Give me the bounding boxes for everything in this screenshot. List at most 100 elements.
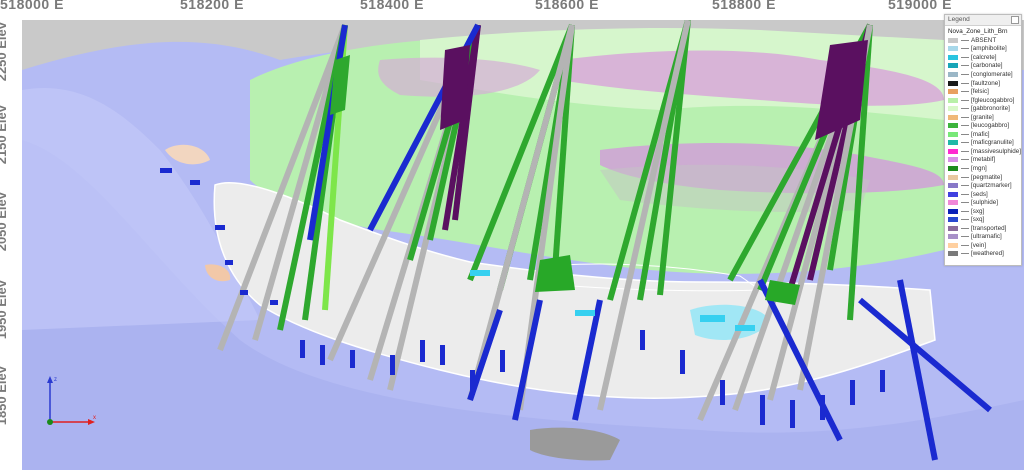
legend-item[interactable]: [seds] (945, 190, 1021, 199)
y-coord-label-2: 2050 Elev (0, 192, 9, 252)
cyan-intercepts (470, 270, 755, 331)
legend-swatch (948, 123, 958, 129)
legend-swatch (948, 63, 958, 69)
legend-swatch (948, 157, 958, 163)
legend-item-label: [carbonate] (971, 62, 1003, 70)
legend-line-icon (961, 99, 969, 101)
legend-swatch (948, 114, 958, 120)
legend-swatch (948, 46, 958, 52)
legend-line-icon (961, 82, 969, 84)
x-coord-label-0: 518000 E (0, 0, 64, 12)
legend-item[interactable]: [sxg] (945, 207, 1021, 216)
peach-patch-1 (165, 144, 210, 165)
legend-item-label: [transported] (971, 224, 1007, 232)
legend-line-icon (961, 133, 969, 135)
legend-swatch (948, 200, 958, 206)
legend-line-icon (961, 108, 969, 110)
legend-item[interactable]: [pegmatite] (945, 173, 1021, 182)
legend-item[interactable]: [conglomerate] (945, 70, 1021, 79)
legend-line-icon (961, 236, 969, 238)
legend-line-icon (961, 125, 969, 127)
legend-layer-name: Nova_Zone_Lith_Brn (948, 28, 1008, 35)
legend-swatch (948, 89, 958, 95)
legend-item-label: [calcrete] (971, 53, 997, 61)
legend-item[interactable]: [massivesulphide] (945, 147, 1021, 156)
legend-item-label: [sulphide] (971, 199, 998, 207)
legend-item-label: [amphibolite] (971, 45, 1007, 53)
legend-item[interactable]: [fgleucogabbro] (945, 96, 1021, 105)
legend-item[interactable]: [metabif] (945, 156, 1021, 165)
peach-patch-2 (205, 264, 231, 282)
lavender-unit-left (22, 88, 260, 330)
legend-line-icon (961, 244, 969, 246)
legend-line-icon (961, 39, 969, 41)
legend-item-label: [sxq] (971, 216, 985, 224)
legend-item[interactable]: [mgn] (945, 164, 1021, 173)
legend-line-icon (961, 48, 969, 50)
z-axis-label: z (54, 377, 57, 383)
legend-swatch (948, 71, 958, 77)
y-coord-label-3: 1950 Elev (0, 280, 9, 340)
drill-hole-tops (330, 40, 868, 305)
legend-swatch (948, 251, 958, 257)
legend-item[interactable]: [quartzmarker] (945, 181, 1021, 190)
legend-line-icon (961, 193, 969, 195)
legend-item[interactable]: [calcrete] (945, 53, 1021, 62)
legend-swatch (948, 208, 958, 214)
legend-swatch (948, 54, 958, 60)
legend-swatch (948, 183, 958, 189)
cyan-patch (690, 304, 770, 340)
legend-item[interactable]: [transported] (945, 224, 1021, 233)
y-coord-label-1: 2150 Elev (0, 105, 9, 165)
legend-item[interactable]: [carbonate] (945, 62, 1021, 71)
legend-swatch (948, 191, 958, 197)
legend-item-label: [vein] (971, 241, 987, 249)
legend-panel[interactable]: Legend Nova_Zone_Lith_Brn ABSENT [amphibo… (944, 14, 1022, 266)
legend-line-icon (961, 210, 969, 212)
legend-item-label: [seds] (971, 190, 988, 198)
legend-line-icon (961, 73, 969, 75)
legend-line-icon (961, 219, 969, 221)
legend-item[interactable]: [weathered] (945, 250, 1021, 259)
x-axis-label: x (93, 415, 96, 421)
legend-item[interactable]: [maficgranulite] (945, 139, 1021, 148)
legend-item[interactable]: [amphibolite] (945, 45, 1021, 54)
legend-line-icon (961, 176, 969, 178)
legend-swatch (948, 234, 958, 240)
legend-item-label: [sxg] (971, 207, 985, 215)
legend-item-label: [weathered] (971, 250, 1004, 258)
legend-line-icon (961, 65, 969, 67)
legend-line-icon (961, 185, 969, 187)
legend-item[interactable]: [granite] (945, 113, 1021, 122)
legend-line-icon (961, 56, 969, 58)
legend-item-label: [conglomerate] (971, 70, 1013, 78)
legend-item[interactable]: [mafic] (945, 130, 1021, 139)
blue-intercepts (160, 168, 885, 428)
axis-orientation-icon: z x (47, 376, 96, 425)
legend-item[interactable]: [felsic] (945, 87, 1021, 96)
legend-line-icon (961, 227, 969, 229)
legend-item[interactable]: [ultramafic] (945, 233, 1021, 242)
legend-item[interactable]: ABSENT (945, 36, 1021, 45)
legend-item[interactable]: [leucogabbro] (945, 121, 1021, 130)
legend-item-label: [pegmatite] (971, 173, 1003, 181)
legend-swatch (948, 37, 958, 43)
legend-swatch (948, 140, 958, 146)
legend-item[interactable]: [gabbronorite] (945, 104, 1021, 113)
legend-item[interactable]: [sxq] (945, 215, 1021, 224)
legend-item[interactable]: [faultzone] (945, 79, 1021, 88)
legend-line-icon (961, 150, 969, 152)
ore-body (214, 182, 936, 399)
legend-item[interactable]: [vein] (945, 241, 1021, 250)
legend-header[interactable]: Legend (945, 15, 1021, 26)
legend-line-icon (961, 91, 969, 93)
legend-swatch (948, 242, 958, 248)
legend-close-icon[interactable] (1011, 16, 1019, 24)
legend-item-label: [mgn] (971, 164, 987, 172)
legend-item-label: [metabif] (971, 156, 996, 164)
legend-item[interactable]: [sulphide] (945, 198, 1021, 207)
legend-line-icon (961, 142, 969, 144)
legend-swatch (948, 131, 958, 137)
